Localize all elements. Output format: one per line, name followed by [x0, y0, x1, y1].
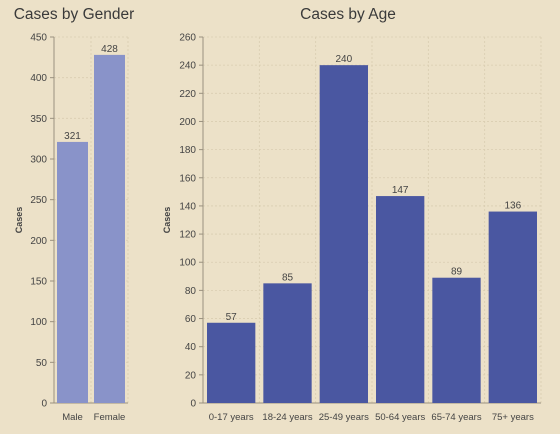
gender-y-tick-label: 200 — [30, 236, 47, 247]
age-bar-data-label: 147 — [392, 185, 409, 196]
gender-y-tick-label: 300 — [30, 155, 47, 166]
gender-y-tick-label: 50 — [36, 358, 48, 369]
age-x-tick-label: 65-74 years — [431, 412, 481, 423]
age-y-tick-label: 260 — [179, 33, 196, 44]
age-y-tick-label: 200 — [179, 117, 196, 128]
gender-y-tick-label: 150 — [30, 277, 47, 288]
gender-chart-title: Cases by Gender — [14, 6, 135, 23]
age-y-tick-label: 0 — [190, 399, 196, 410]
gender-y-tick-label: 250 — [30, 195, 47, 206]
gender-x-tick-label: Female — [94, 412, 126, 423]
age-bar-data-label: 136 — [504, 201, 521, 212]
age-bar — [432, 277, 481, 403]
age-y-tick-label: 140 — [179, 201, 196, 212]
age-y-tick-label: 180 — [179, 145, 196, 156]
gender-bar-data-label: 321 — [64, 131, 81, 142]
age-x-tick-label: 75+ years — [492, 412, 534, 423]
age-y-axis-label: Cases — [162, 207, 172, 234]
age-bar-data-label: 85 — [282, 272, 294, 283]
age-bar — [319, 65, 368, 404]
gender-y-tick-label: 400 — [30, 73, 47, 84]
age-y-tick-label: 60 — [185, 314, 197, 325]
age-chart-title: Cases by Age — [300, 6, 396, 23]
gender-bar — [57, 141, 88, 404]
gender-bar-data-label: 428 — [101, 44, 118, 55]
gender-y-tick-label: 350 — [30, 114, 47, 125]
gender-y-tick-label: 100 — [30, 317, 47, 328]
age-y-tick-label: 240 — [179, 61, 196, 72]
age-bar — [207, 322, 256, 403]
age-bar-data-label: 240 — [335, 54, 352, 65]
age-bar — [263, 283, 312, 403]
gender-bar — [94, 54, 125, 403]
age-x-tick-label: 0-17 years — [209, 412, 254, 423]
age-y-tick-label: 80 — [185, 286, 197, 297]
age-y-tick-label: 160 — [179, 173, 196, 184]
age-y-tick-label: 120 — [179, 230, 196, 241]
gender-x-tick-label: Male — [62, 412, 83, 423]
age-x-tick-label: 50-64 years — [375, 412, 425, 423]
age-bar — [488, 211, 537, 403]
gender-y-tick-label: 450 — [30, 33, 47, 44]
age-x-tick-label: 25-49 years — [319, 412, 369, 423]
age-y-tick-label: 20 — [185, 370, 197, 381]
age-y-tick-label: 40 — [185, 342, 197, 353]
age-y-tick-label: 100 — [179, 258, 196, 269]
age-bar-data-label: 89 — [451, 267, 463, 278]
age-bar-data-label: 57 — [226, 312, 238, 323]
gender-y-tick-label: 0 — [41, 399, 47, 410]
age-x-tick-label: 18-24 years — [262, 412, 312, 423]
age-y-tick-label: 220 — [179, 89, 196, 100]
gender-y-axis-label: Cases — [14, 207, 24, 234]
age-bar — [376, 196, 425, 403]
